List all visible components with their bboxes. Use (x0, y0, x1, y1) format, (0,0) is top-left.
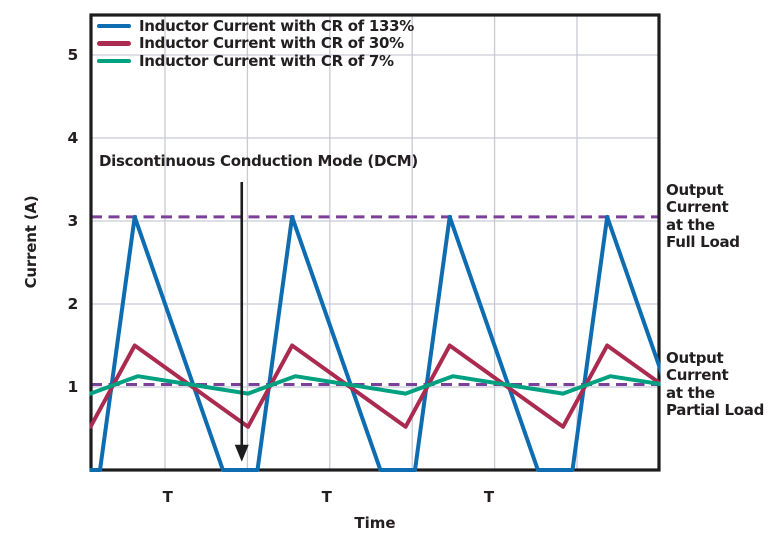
legend-label-cr133: Inductor Current with CR of 133% (139, 16, 415, 35)
partial-load-label: Output Current at the Partial Load (666, 348, 765, 419)
y-tick-label: 2 (67, 295, 79, 313)
dcm-arrow-head (234, 444, 249, 462)
x-period-label: T (321, 488, 332, 506)
y-tick-label: 5 (67, 46, 79, 64)
legend-label-cr30: Inductor Current with CR of 30% (139, 34, 404, 53)
legend-item-cr7: Inductor Current with CR of 7% (97, 52, 414, 70)
legend-item-cr30: Inductor Current with CR of 30% (97, 34, 414, 53)
legend-swatch-cr133 (97, 23, 131, 28)
y-tick-label: 4 (67, 129, 79, 147)
x-period-label: T (162, 488, 173, 506)
dcm-annotation-label: Discontinuous Conduction Mode (DCM) (99, 152, 418, 170)
y-axis-title: Current (A) (22, 195, 40, 289)
plot-border (89, 13, 661, 472)
legend: Inductor Current with CR of 133% Inductor… (97, 17, 414, 70)
x-period-label: T (483, 488, 495, 506)
series-line-cr7 (89, 374, 661, 396)
legend-swatch-cr30 (97, 41, 131, 46)
x-axis-title: Time (354, 514, 396, 532)
full-load-label: Output Current at the Full Load (666, 180, 740, 252)
series-line-cr133 (89, 214, 661, 472)
legend-swatch-cr7 (97, 58, 131, 63)
legend-item-cr133: Inductor Current with CR of 133% (97, 17, 414, 35)
y-tick-label: 3 (67, 212, 79, 230)
legend-label-cr7: Inductor Current with CR of 7% (139, 51, 394, 70)
y-tick-label: 1 (67, 378, 79, 396)
